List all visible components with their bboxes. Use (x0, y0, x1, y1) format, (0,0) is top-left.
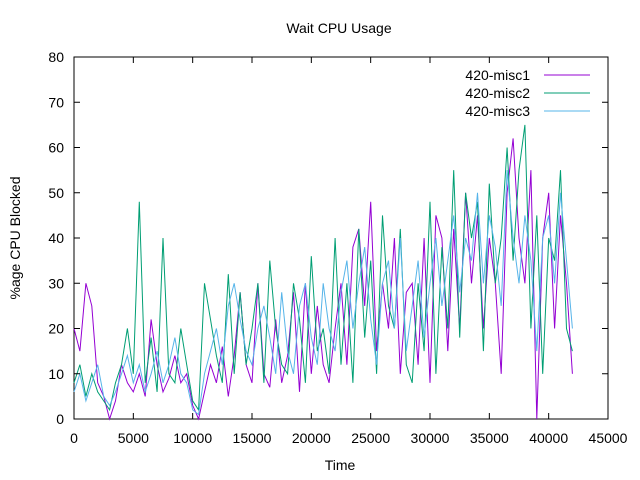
x-tick-label: 0 (70, 430, 78, 446)
y-tick-label: 20 (48, 321, 64, 337)
x-tick-label: 40000 (529, 430, 568, 446)
y-tick-label: 60 (48, 140, 64, 156)
series-line-420-misc1 (73, 138, 573, 421)
legend-label: 420-misc3 (465, 103, 530, 119)
x-tick-label: 10000 (173, 430, 212, 446)
y-axis-label: %age CPU Blocked (7, 177, 23, 300)
series-layer (73, 124, 573, 421)
axes-layer: 0 5000 10000 15000 20000 25000 30000 35000 40000… (48, 49, 627, 446)
y-tick-label: 40 (48, 230, 64, 246)
x-tick-label: 20000 (292, 430, 331, 446)
legend: 420-misc1 420-misc2 420-misc3 (465, 67, 590, 119)
x-axis-label: Time (325, 457, 356, 473)
y-tick-label: 0 (56, 411, 64, 427)
series-line-420-misc2 (73, 124, 573, 412)
x-tick-label: 25000 (351, 430, 390, 446)
legend-label: 420-misc2 (465, 85, 530, 101)
chart-title: Wait CPU Usage (286, 20, 392, 36)
series-line-420-misc3 (73, 170, 573, 416)
y-tick-label: 80 (48, 49, 64, 65)
y-tick-label: 70 (48, 94, 64, 110)
y-tick-label: 50 (48, 185, 64, 201)
x-tick-label: 35000 (470, 430, 509, 446)
legend-label: 420-misc1 (465, 67, 530, 83)
x-tick-label: 15000 (233, 430, 272, 446)
y-tick-label: 30 (48, 275, 64, 291)
x-tick-label: 30000 (411, 430, 450, 446)
x-tick-label: 5000 (118, 430, 149, 446)
x-tick-label: 45000 (589, 430, 628, 446)
y-tick-label: 10 (48, 366, 64, 382)
